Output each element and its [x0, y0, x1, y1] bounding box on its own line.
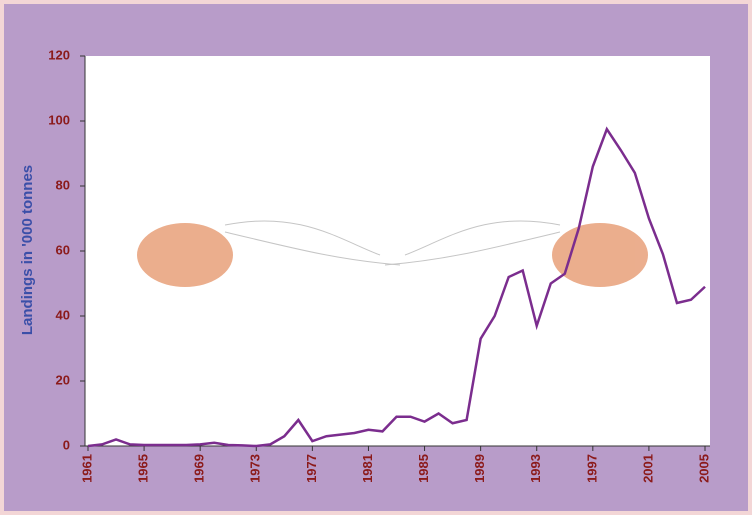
x-tick-label: 1981	[360, 454, 375, 483]
x-tick-label: 1961	[79, 454, 94, 483]
x-tick-label: 1997	[584, 454, 599, 483]
y-tick-label: 60	[56, 242, 70, 257]
y-axis-label: Landings in '000 tonnes	[19, 165, 36, 335]
data-line	[87, 126, 706, 448]
y-tick-label: 80	[56, 177, 70, 192]
y-tick-label: 40	[56, 307, 70, 322]
x-tick-label: 1993	[528, 454, 543, 483]
x-tick-label: 1973	[248, 454, 263, 483]
x-tick-label: 2005	[696, 454, 711, 483]
y-tick-label: 20	[56, 372, 70, 387]
x-tick-label: 1965	[136, 454, 151, 483]
x-tick-label: 1985	[416, 454, 431, 483]
x-tick-label: 1969	[192, 454, 207, 483]
x-tick-label: 1989	[472, 454, 487, 483]
x-tick-label: 2001	[640, 454, 655, 483]
y-tick-label: 100	[48, 112, 70, 127]
x-tick-label: 1977	[304, 454, 319, 483]
y-tick-label: 0	[63, 437, 70, 452]
y-tick-label: 120	[48, 47, 70, 62]
